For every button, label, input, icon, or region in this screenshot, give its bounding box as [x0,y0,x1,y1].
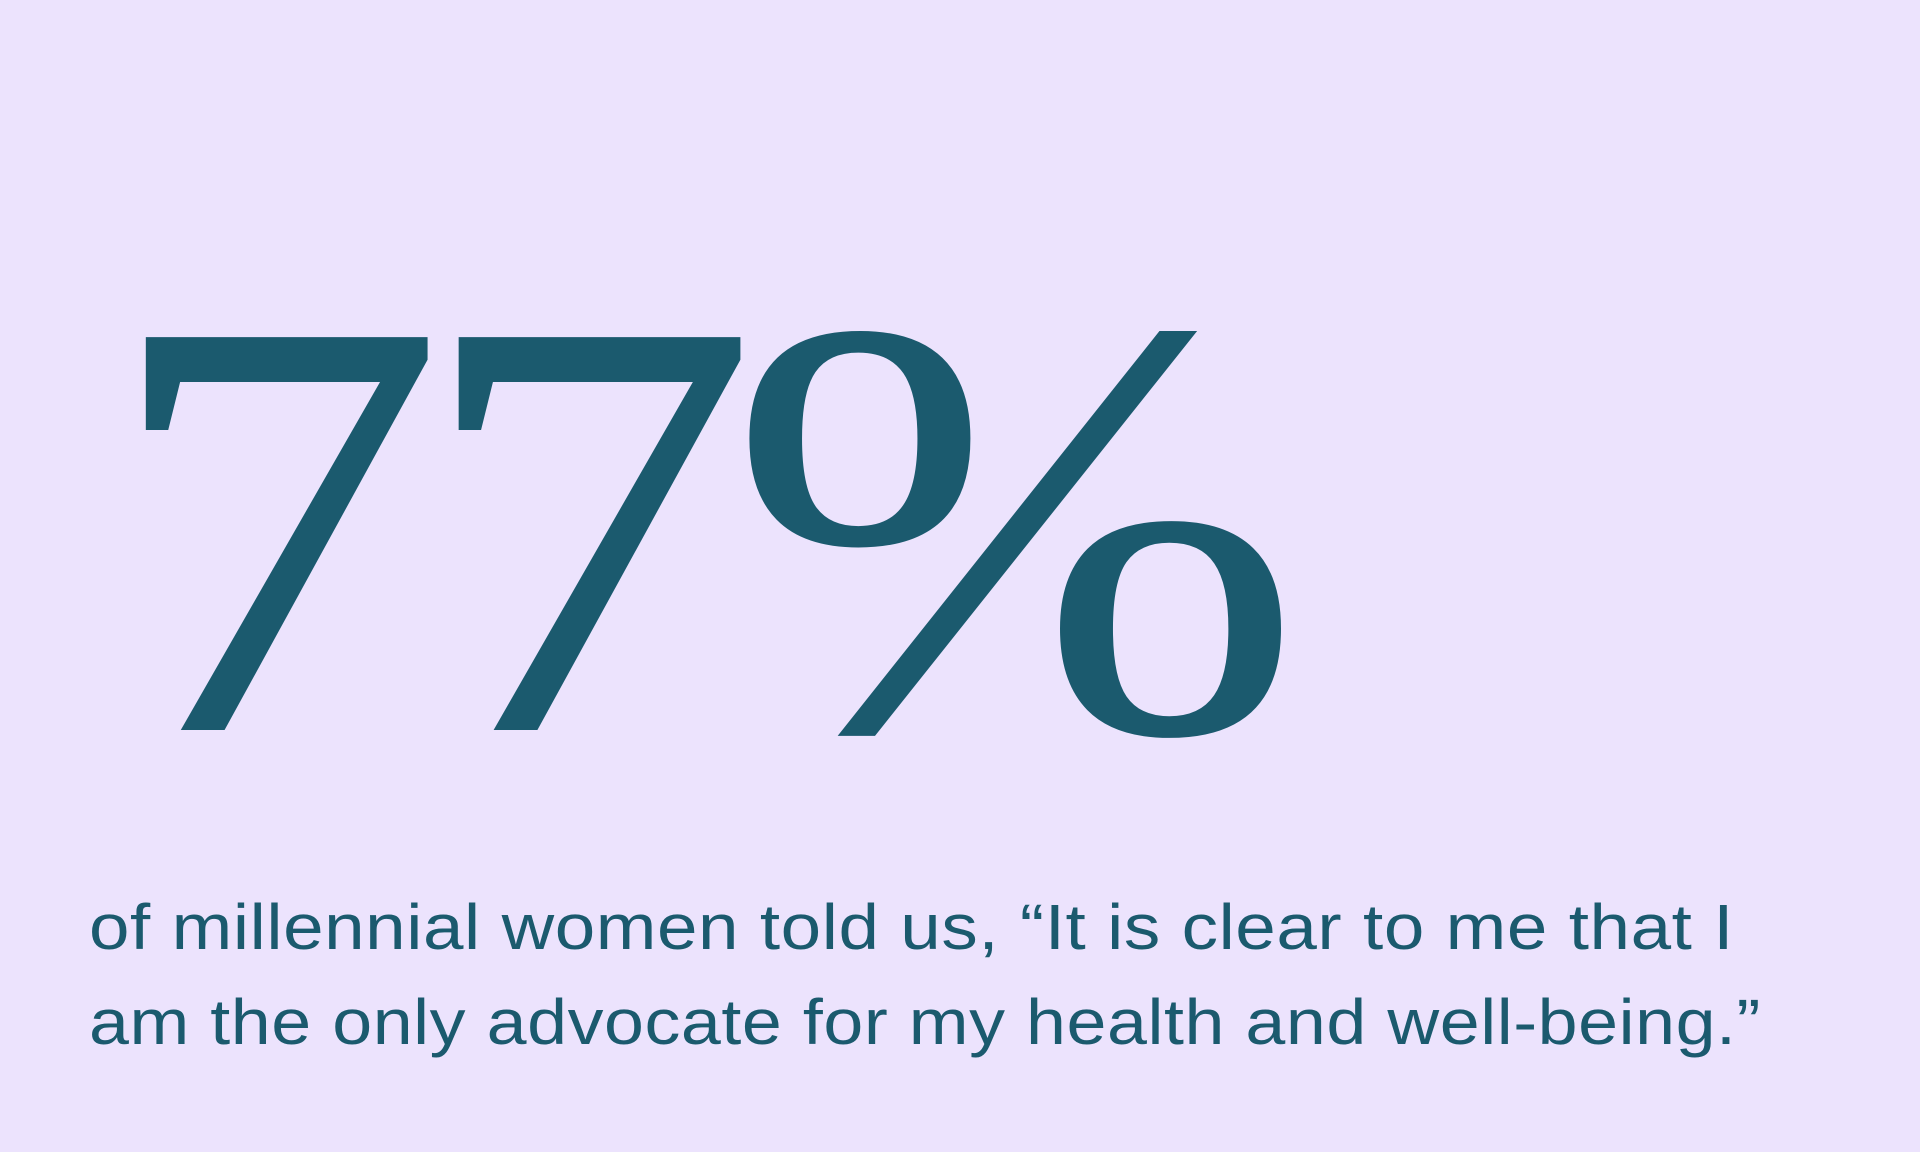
statistic-caption: of millennial women told us, “It is clea… [89,880,1760,1070]
statistic-value: 77% [100,195,1305,860]
caption-line-1: of millennial women told us, “It is clea… [89,891,1734,963]
caption-line-2: am the only advocate for my health and w… [89,986,1762,1058]
